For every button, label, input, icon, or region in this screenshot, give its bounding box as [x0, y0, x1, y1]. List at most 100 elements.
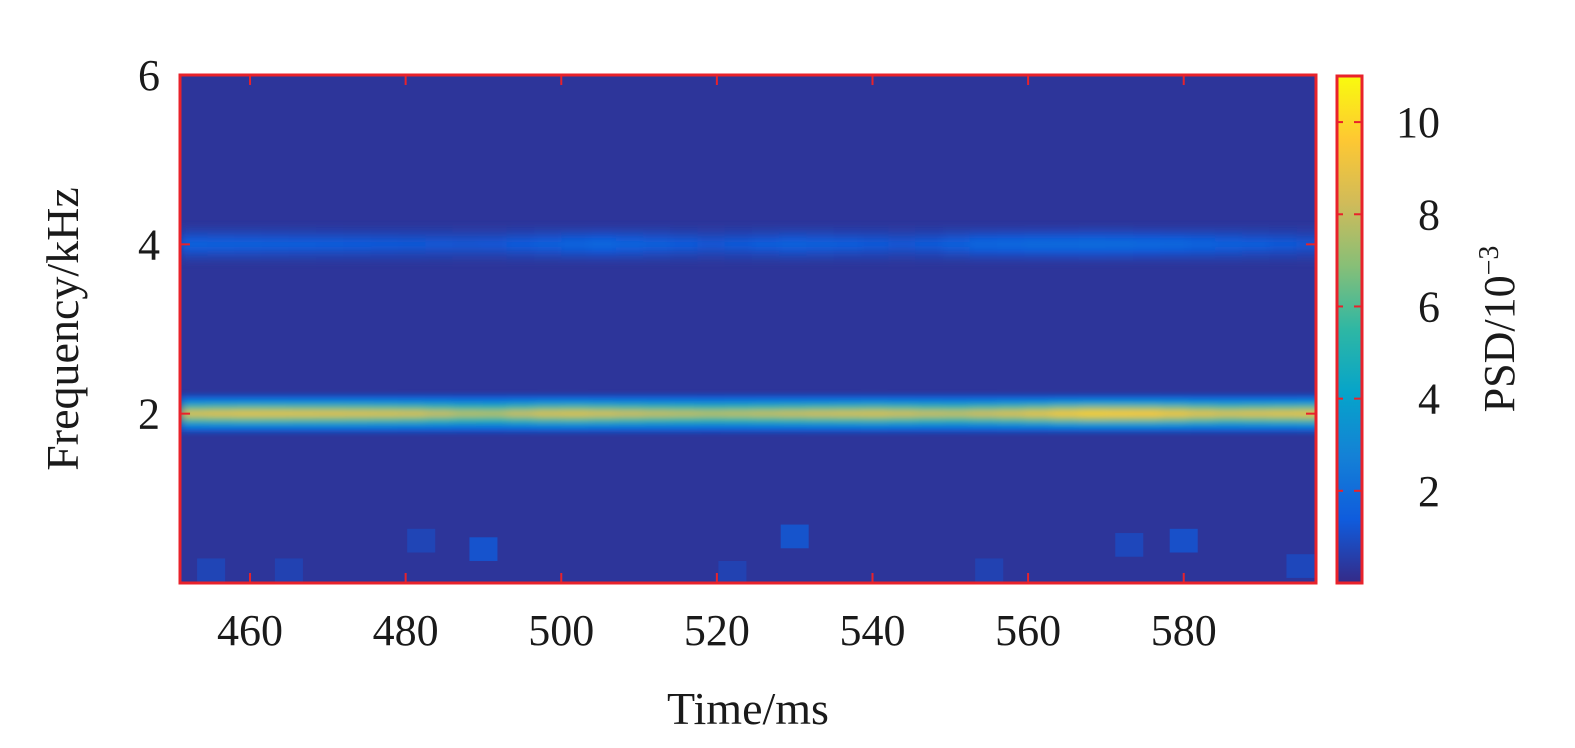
heatmap-cell [425, 241, 454, 248]
heatmap-cell [1160, 241, 1189, 248]
heatmap-cell [288, 241, 317, 248]
heatmap-cell [1051, 410, 1080, 417]
heatmap-cell [1214, 410, 1243, 417]
heatmap-cell [806, 241, 835, 248]
heatmap-cell [397, 241, 426, 248]
colorbar-tick-label: 6 [1418, 282, 1440, 331]
x-tick-label: 580 [1151, 606, 1217, 655]
heatmap-cell [969, 241, 998, 248]
heatmap-cell [397, 410, 426, 417]
heatmap-cell [888, 410, 917, 417]
heatmap-cell [207, 410, 236, 417]
x-tick-label: 520 [684, 606, 750, 655]
heatmap-cell [615, 241, 644, 248]
heatmap-cell [261, 410, 290, 417]
heatmap-cell [274, 558, 303, 583]
y-tick-label: 4 [138, 220, 160, 269]
heatmap-cell [724, 241, 753, 248]
heatmap-cell [452, 410, 481, 417]
colorbar-ticks: 2 4 6 8 10 [1337, 98, 1440, 516]
heatmap-cell [234, 241, 263, 248]
heatmap-background [180, 75, 1316, 583]
colorbar-tick-label: 2 [1418, 467, 1440, 516]
heatmap-cell [1160, 410, 1189, 417]
x-tick-label: 560 [995, 606, 1061, 655]
heatmap-cell [180, 241, 209, 248]
heatmap-cell [1187, 241, 1216, 248]
heatmap-cell [197, 558, 226, 583]
heatmap-cell [1105, 241, 1134, 248]
heatmap-cell [1133, 241, 1162, 248]
colorbar-frame [1335, 74, 1364, 585]
heatmap-cell [343, 410, 372, 417]
heatmap-cell [234, 410, 263, 417]
heatmap-cell [534, 241, 563, 248]
heatmap-cell [534, 410, 563, 417]
x-tick-label: 540 [839, 606, 905, 655]
heatmap-cell [1051, 241, 1080, 248]
heatmap-cell [969, 410, 998, 417]
heatmap-cell [370, 410, 399, 417]
colorbar: 2 4 6 8 10 PSD/10−3 [1335, 74, 1524, 585]
colorbar-label: PSD/10−3 [1474, 246, 1524, 413]
heatmap-cell [316, 241, 345, 248]
heatmap-cell [343, 241, 372, 248]
heatmap-cell [506, 241, 535, 248]
heatmap-cell [860, 241, 889, 248]
frequency-band-0 [180, 395, 1316, 432]
x-tick-label: 500 [528, 606, 594, 655]
heatmap-cell [779, 410, 808, 417]
heatmap-cell [1214, 241, 1243, 248]
heatmap-cell [316, 410, 345, 417]
y-axis-label: Frequency/kHz [37, 187, 88, 471]
heatmap-cell [370, 241, 399, 248]
heatmap-cell [1078, 241, 1107, 248]
heatmap-cell [697, 410, 726, 417]
heatmap-cell [996, 410, 1026, 417]
colorbar-tick-label: 4 [1418, 375, 1440, 424]
heatmap-cell [469, 537, 498, 561]
heatmap-cell [942, 410, 971, 417]
colorbar-bar [1337, 76, 1362, 583]
heatmap-cell [642, 410, 671, 417]
heatmap-cell [642, 241, 671, 248]
heatmap-cell [751, 410, 780, 417]
frequency-band-1 [180, 226, 1316, 263]
heatmap-cell [724, 410, 753, 417]
heatmap-cell [942, 241, 971, 248]
colorbar-label-base: PSD/10 [1475, 275, 1524, 412]
heatmap-cell [1024, 410, 1053, 417]
heatmap-cell [561, 410, 590, 417]
heatmap-cell [718, 560, 747, 583]
heatmap-cell [860, 410, 889, 417]
heatmap-cell [670, 241, 699, 248]
heatmap-cell [780, 524, 809, 549]
x-tick-label: 460 [217, 606, 283, 655]
x-tick-label: 480 [373, 606, 439, 655]
heatmap-cell [1187, 410, 1216, 417]
heatmap-cell [1286, 554, 1315, 578]
heatmap-cell [1242, 241, 1271, 248]
colorbar-label-exponent: −3 [1474, 246, 1505, 276]
heatmap-cell [1024, 241, 1053, 248]
y-axis-ticks: 2 4 6 [138, 51, 1316, 439]
heatmap-cell [1133, 410, 1162, 417]
x-axis-label: Time/ms [667, 683, 829, 734]
heatmap-cell [588, 410, 617, 417]
plot-frame [178, 73, 1318, 585]
heatmap-cell [479, 241, 508, 248]
heatmap-cell [833, 410, 862, 417]
heatmap-cell [452, 241, 481, 248]
heatmap-cell [407, 528, 436, 553]
heatmap-cell [261, 241, 290, 248]
heatmap-cell [1242, 410, 1271, 417]
heatmap-cell [806, 410, 835, 417]
heatmap-cell [779, 241, 808, 248]
heatmap-cell [288, 410, 317, 417]
heatmap-cell [615, 410, 644, 417]
heatmap-cell [588, 241, 617, 248]
heatmap-cell [975, 558, 1004, 583]
heatmap-cell [1169, 528, 1198, 553]
heatmap-cell [833, 241, 862, 248]
